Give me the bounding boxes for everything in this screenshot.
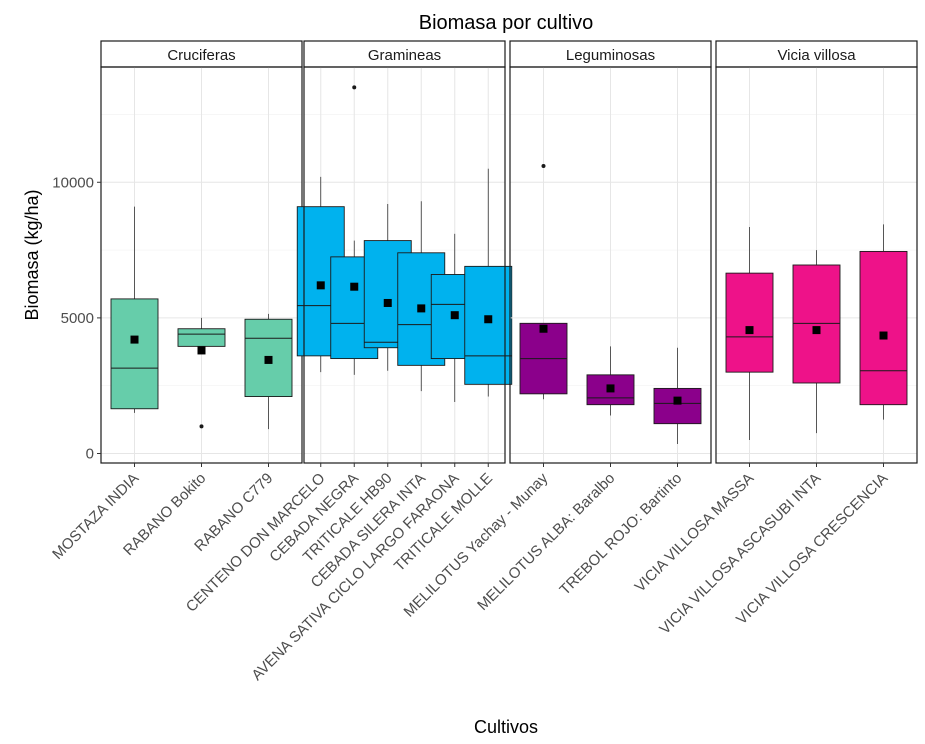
facet-strip-label: Cruciferas — [167, 47, 235, 64]
box — [653, 387, 702, 425]
box — [464, 265, 513, 385]
facet-strip — [303, 40, 506, 68]
chart-title: Biomasa por cultivo — [419, 12, 594, 34]
box-group — [725, 227, 774, 440]
x-tick-label: TREBOL ROJO: Bartinto — [556, 470, 685, 599]
facet-strip-label: Gramineas — [368, 47, 441, 64]
mean-marker — [606, 384, 615, 393]
y-axis: 0 5000 10000 — [52, 174, 101, 463]
box — [177, 328, 226, 347]
y-tick-label: 10000 — [52, 174, 94, 191]
mean-marker — [350, 282, 359, 291]
box — [725, 272, 774, 373]
box — [110, 298, 159, 410]
mean-marker — [130, 335, 139, 344]
box-group — [859, 224, 908, 420]
box — [859, 250, 908, 406]
mean-marker — [383, 298, 392, 307]
box-group — [792, 250, 841, 434]
box-group — [177, 317, 226, 429]
facet-strip — [509, 40, 712, 68]
x-axis-title: Cultivos — [474, 717, 538, 737]
mean-marker — [316, 281, 325, 290]
mean-marker — [745, 326, 754, 335]
box-group — [110, 206, 159, 413]
outlier-point — [199, 424, 204, 429]
box-group — [653, 347, 702, 445]
box-group — [244, 313, 293, 430]
mean-marker — [264, 355, 273, 364]
mean-marker — [539, 324, 548, 333]
box-group — [519, 164, 568, 400]
facet-strip-label: Leguminosas — [566, 47, 655, 64]
facet-strip-label: Vicia villosa — [777, 47, 856, 64]
outlier-point — [541, 164, 546, 168]
facet-strip — [100, 40, 303, 68]
y-axis-title: Biomasa (kg/ha) — [22, 189, 42, 320]
panel-border — [303, 66, 506, 464]
box — [792, 264, 841, 384]
box-group — [464, 168, 513, 397]
facet-panel: Cruciferas — [100, 40, 303, 464]
mean-marker — [673, 396, 682, 405]
facet-strip — [715, 40, 918, 68]
y-tick-label: 5000 — [61, 310, 94, 327]
y-tick-label: 0 — [86, 446, 94, 463]
x-tick-label: VICIA VILLOSA MASSA — [632, 470, 758, 596]
mean-marker — [450, 311, 459, 320]
mean-marker — [879, 331, 888, 340]
x-tick-label: MELILOTUS ALBA: Baralbo — [474, 470, 618, 614]
mean-marker — [197, 346, 206, 355]
mean-marker — [812, 326, 821, 335]
mean-marker — [417, 304, 426, 313]
mean-marker — [484, 315, 493, 324]
facet-panel: Gramineas — [296, 40, 513, 464]
facet-panel: Leguminosas — [509, 40, 712, 464]
facet-panels: Cruciferas Gramineas Leguminosas Vicia vill… — [100, 40, 918, 464]
facet-panel: Vicia villosa — [715, 40, 918, 464]
box-group — [586, 346, 635, 416]
outlier-point — [352, 85, 357, 90]
